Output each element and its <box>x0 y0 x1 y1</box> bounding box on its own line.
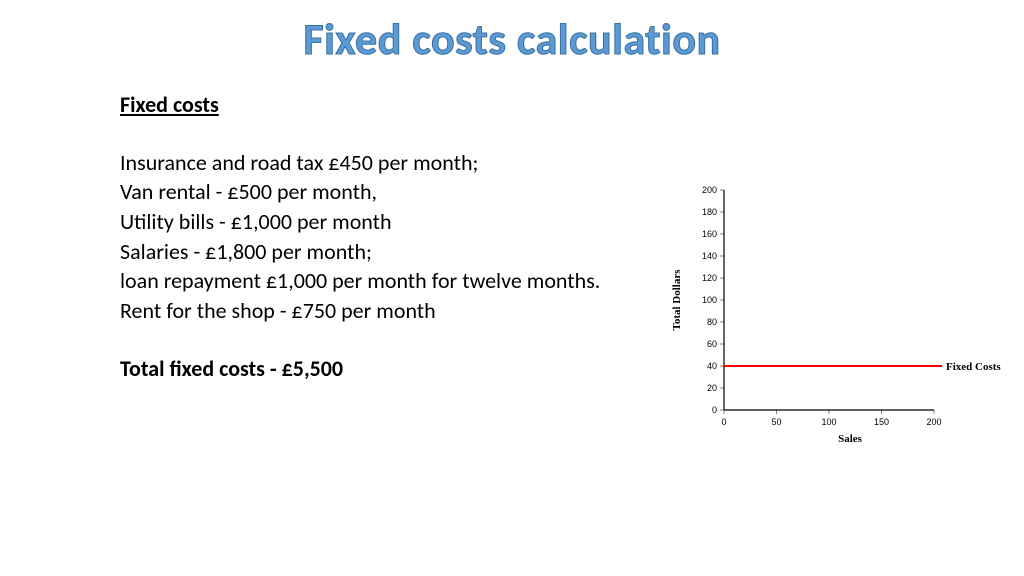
svg-text:160: 160 <box>702 229 717 239</box>
svg-text:120: 120 <box>702 273 717 283</box>
svg-text:150: 150 <box>874 417 889 427</box>
svg-text:20: 20 <box>707 383 717 393</box>
subheading: Fixed costs <box>120 90 620 120</box>
svg-text:60: 60 <box>707 339 717 349</box>
body-text: Fixed costs Insurance and road tax £450 … <box>120 90 620 384</box>
list-item: Insurance and road tax £450 per month; <box>120 148 620 178</box>
list-item: loan repayment £1,000 per month for twel… <box>120 266 620 296</box>
svg-text:Total Dollars: Total Dollars <box>671 269 683 331</box>
list-item: Salaries - £1,800 per month; <box>120 237 620 267</box>
list-item: Van rental - £500 per month, <box>120 177 620 207</box>
fixed-costs-chart: 0 20 40 60 80 100 120 140 160 180 200 0 50 100 150 200 F… <box>664 180 1004 450</box>
total-line: Total fixed costs - £5,500 <box>120 354 620 384</box>
svg-text:140: 140 <box>702 251 717 261</box>
svg-text:0: 0 <box>712 405 717 415</box>
svg-text:200: 200 <box>926 417 941 427</box>
svg-text:Fixed Costs: Fixed Costs <box>946 361 1001 373</box>
slide-title: Fixed costs calculation <box>0 12 1024 66</box>
list-item: Rent for the shop - £750 per month <box>120 296 620 326</box>
svg-text:100: 100 <box>821 417 836 427</box>
svg-text:80: 80 <box>707 317 717 327</box>
slide: Fixed costs calculation Fixed costs Insu… <box>0 0 1024 576</box>
svg-text:40: 40 <box>707 361 717 371</box>
svg-text:Sales: Sales <box>838 433 863 445</box>
svg-text:50: 50 <box>771 417 781 427</box>
svg-text:0: 0 <box>721 417 726 427</box>
svg-text:100: 100 <box>702 295 717 305</box>
list-item: Utility bills - £1,000 per month <box>120 207 620 237</box>
svg-text:200: 200 <box>702 185 717 195</box>
svg-text:180: 180 <box>702 207 717 217</box>
